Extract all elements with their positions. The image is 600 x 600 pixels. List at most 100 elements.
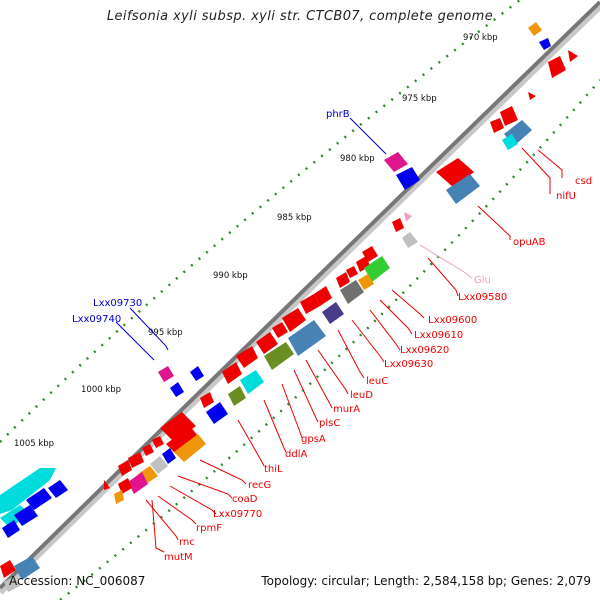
tick-label: 980 kbp <box>340 154 375 164</box>
tick-label: 985 kbp <box>277 213 312 223</box>
gene-label-rnc: rnc <box>179 537 195 548</box>
feature <box>26 488 52 510</box>
gene-label-nifU: nifU <box>556 191 576 202</box>
feature <box>502 134 518 150</box>
feature <box>528 22 542 36</box>
feature <box>236 346 258 368</box>
gene-label-Glu: Glu <box>474 275 491 286</box>
gene-label-Lxx09770: Lxx09770 <box>213 509 262 520</box>
feature <box>104 480 110 490</box>
feature <box>142 444 154 456</box>
feature <box>190 366 204 381</box>
feature <box>118 460 132 476</box>
feature <box>48 480 68 498</box>
feature <box>240 370 264 394</box>
feature <box>548 56 566 78</box>
feature <box>228 386 246 406</box>
feature <box>264 342 294 370</box>
inner-dot-track <box>59 79 600 600</box>
gene-label-coaD: coaD <box>232 494 258 505</box>
feature <box>364 256 390 282</box>
gene-label-Lxx09730: Lxx09730 <box>93 298 142 309</box>
feature <box>222 362 242 384</box>
gene-label-plsC: plsC <box>319 418 340 429</box>
feature <box>128 472 148 494</box>
map-title: Leifsonia xyli subsp. xyli str. CTCB07, … <box>106 9 494 24</box>
tick-label: 995 kbp <box>148 328 183 338</box>
feature <box>300 294 320 314</box>
gene-label-Lxx09600: Lxx09600 <box>428 315 477 326</box>
tick-label: 970 kbp <box>463 33 498 43</box>
feature <box>0 560 16 578</box>
feature <box>14 505 38 526</box>
outer-features <box>0 22 551 538</box>
gene-label-Lxx09630: Lxx09630 <box>384 359 433 370</box>
feature <box>322 302 344 324</box>
feature <box>288 320 326 356</box>
feature <box>170 382 184 397</box>
feature <box>392 218 404 232</box>
feature <box>336 272 350 288</box>
tick-label: 1005 kbp <box>14 439 54 449</box>
gene-label-leuC: leuC <box>366 376 388 387</box>
label-connectors <box>115 117 563 553</box>
feature <box>206 402 228 424</box>
feature <box>150 456 168 474</box>
tick-label: 1000 kbp <box>81 385 121 395</box>
feature <box>404 212 412 222</box>
genome-summary: Topology: circular; Length: 2,584,158 bp… <box>261 574 591 588</box>
feature <box>128 452 144 468</box>
feature <box>160 412 196 442</box>
gene-label-gpsA: gpsA <box>301 434 326 445</box>
feature <box>272 322 288 338</box>
gene-label-Lxx09740: Lxx09740 <box>72 314 121 325</box>
tick-label: 975 kbp <box>402 94 437 104</box>
gene-label-Lxx09610: Lxx09610 <box>414 330 463 341</box>
gene-label-group: csd nifU opuAB Glu Lxx09580 Lxx09600 Lxx… <box>72 109 592 563</box>
feature <box>256 332 278 354</box>
gene-label-leuD: leuD <box>350 390 373 401</box>
feature <box>200 392 214 408</box>
feature <box>166 426 198 454</box>
feature <box>340 280 364 304</box>
accession-label: Accession: NC_006087 <box>9 574 146 588</box>
feature <box>539 38 551 50</box>
gene-label-recG: recG <box>248 480 271 491</box>
feature <box>314 286 332 306</box>
gene-label-mutM: mutM <box>164 552 193 563</box>
outer-dot-track <box>0 0 521 443</box>
feature <box>282 308 306 332</box>
feature <box>152 436 164 448</box>
feature <box>158 366 174 382</box>
feature <box>14 556 40 580</box>
gene-label-opuAB: opuAB <box>513 237 546 248</box>
feature <box>174 434 206 462</box>
feature <box>396 167 420 190</box>
feature <box>346 266 358 278</box>
feature <box>500 106 518 126</box>
feature <box>568 50 578 62</box>
feature <box>436 158 474 188</box>
gene-label-Lxx09580: Lxx09580 <box>458 292 507 303</box>
gene-label-ddlA: ddlA <box>285 449 307 460</box>
gene-label-phrB: phrB <box>326 109 350 120</box>
backbone-shadow <box>0 3 600 595</box>
feature <box>490 118 504 133</box>
gene-label-rpmF: rpmF <box>196 523 222 534</box>
feature <box>0 468 56 514</box>
feature <box>162 448 176 464</box>
feature <box>114 490 124 504</box>
gene-label-csd: csd <box>575 176 592 187</box>
gene-label-thiL: thiL <box>264 464 283 475</box>
inner-features <box>0 50 578 592</box>
feature <box>4 576 20 592</box>
feature <box>384 152 408 172</box>
feature <box>118 478 132 494</box>
feature <box>528 92 536 100</box>
gene-label-Lxx09620: Lxx09620 <box>400 345 449 356</box>
feature <box>2 520 20 538</box>
feature <box>402 232 418 248</box>
feature <box>358 274 374 290</box>
